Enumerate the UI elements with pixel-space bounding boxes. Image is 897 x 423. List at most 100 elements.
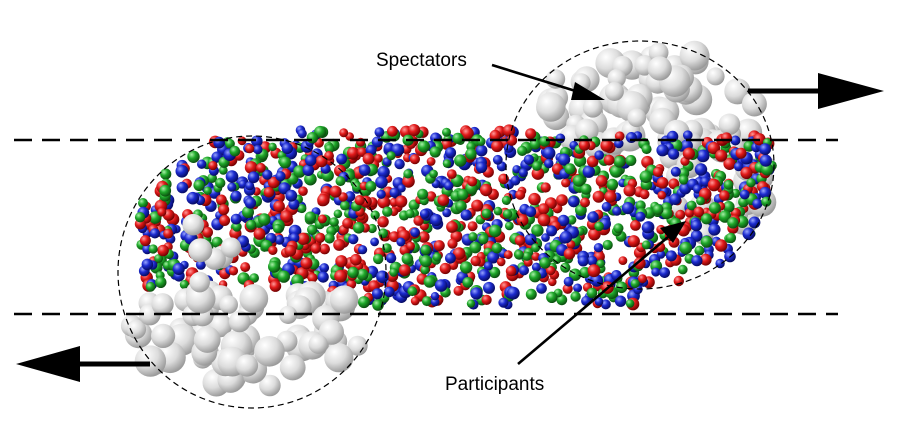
red-nucleon (402, 175, 415, 188)
blue-nucleon (506, 286, 520, 300)
spectator-nucleon (254, 336, 285, 367)
blue-nucleon (512, 165, 521, 174)
participants-pointer (517, 221, 686, 365)
green-nucleon (481, 208, 492, 219)
green-nucleon (462, 277, 474, 288)
green-nucleon (160, 168, 172, 180)
spectators-pointer (491, 63, 605, 100)
spectator-nucleon (279, 354, 306, 381)
blue-nucleon (651, 267, 661, 277)
blue-nucleon (669, 193, 681, 205)
green-nucleon (155, 276, 167, 288)
green-nucleon (329, 217, 339, 227)
red-nucleon (395, 195, 408, 208)
green-nucleon (442, 159, 452, 168)
blue-nucleon (251, 135, 263, 147)
blue-nucleon (487, 251, 500, 264)
red-nucleon (467, 176, 478, 187)
red-nucleon (505, 265, 517, 277)
blue-nucleon (546, 225, 558, 237)
green-nucleon (417, 140, 430, 153)
blue-nucleon (445, 252, 456, 264)
green-nucleon (679, 241, 693, 255)
green-nucleon (586, 287, 598, 299)
green-nucleon (405, 209, 415, 219)
red-nucleon (437, 194, 450, 207)
green-nucleon (580, 183, 592, 195)
red-nucleon (595, 175, 608, 187)
green-nucleon (465, 148, 477, 160)
green-nucleon (324, 233, 335, 244)
red-nucleon (439, 262, 451, 275)
green-nucleon (215, 177, 226, 189)
red-nucleon (604, 190, 617, 203)
blue-nucleon (305, 154, 317, 167)
blue-nucleon (197, 159, 207, 169)
red-nucleon (300, 257, 313, 270)
red-nucleon (496, 257, 506, 267)
red-nucleon (623, 184, 636, 197)
blue-nucleon (358, 245, 368, 255)
red-nucleon (240, 262, 251, 273)
green-nucleon (272, 223, 283, 234)
green-nucleon (358, 296, 370, 309)
red-nucleon (202, 226, 214, 238)
red-nucleon (537, 213, 551, 227)
red-nucleon (354, 195, 365, 206)
green-nucleon (242, 206, 254, 219)
red-nucleon (157, 244, 169, 257)
spectator-nucleon (679, 40, 710, 71)
green-nucleon (572, 174, 585, 187)
spectator-nucleon (182, 213, 204, 236)
blue-nucleon (285, 189, 298, 202)
red-nucleon (377, 195, 391, 209)
green-nucleon (306, 132, 319, 144)
green-nucleon (373, 253, 384, 265)
green-nucleon (218, 166, 228, 175)
red-nucleon (406, 241, 415, 251)
red-nucleon (334, 269, 347, 283)
green-nucleon (179, 280, 189, 290)
spectator-nucleons-front (120, 213, 368, 397)
green-nucleon (420, 265, 430, 275)
red-nucleon (514, 235, 526, 246)
blue-nucleon (700, 176, 711, 187)
green-nucleon (517, 145, 528, 156)
spectator-nucleon (582, 97, 603, 118)
green-nucleon (678, 264, 688, 275)
green-nucleon (723, 179, 734, 190)
blue-nucleon (656, 144, 669, 157)
green-nucleon (678, 175, 689, 185)
red-nucleon (245, 144, 255, 154)
blue-nucleon (372, 288, 383, 300)
blue-nucleon (587, 211, 599, 223)
red-nucleon (317, 214, 327, 224)
green-nucleon (476, 137, 486, 146)
blue-nucleon (544, 158, 554, 169)
blue-nucleon (733, 161, 744, 172)
green-nucleon (417, 188, 429, 200)
red-nucleon (723, 157, 736, 170)
spectator-nucleon (188, 238, 213, 263)
green-nucleon (187, 150, 200, 163)
green-nucleon (532, 161, 542, 171)
red-nucleon (446, 169, 457, 180)
red-nucleon (707, 141, 721, 155)
blue-nucleon (625, 132, 637, 143)
red-nucleon (525, 128, 537, 140)
green-nucleon (652, 204, 664, 215)
red-nucleon (347, 147, 360, 160)
green-nucleon (268, 142, 277, 152)
blue-nucleon (247, 171, 260, 184)
blue-nucleon (683, 130, 693, 140)
green-nucleon (700, 235, 713, 248)
red-nucleon (157, 207, 167, 217)
green-nucleon (382, 243, 392, 254)
blue-nucleon (374, 127, 385, 137)
blue-nucleon (365, 144, 377, 156)
blue-nucleon (396, 237, 406, 247)
green-nucleon (419, 255, 432, 268)
blue-nucleon (336, 153, 347, 165)
red-nucleon (410, 296, 420, 306)
blue-nucleon (444, 181, 454, 191)
